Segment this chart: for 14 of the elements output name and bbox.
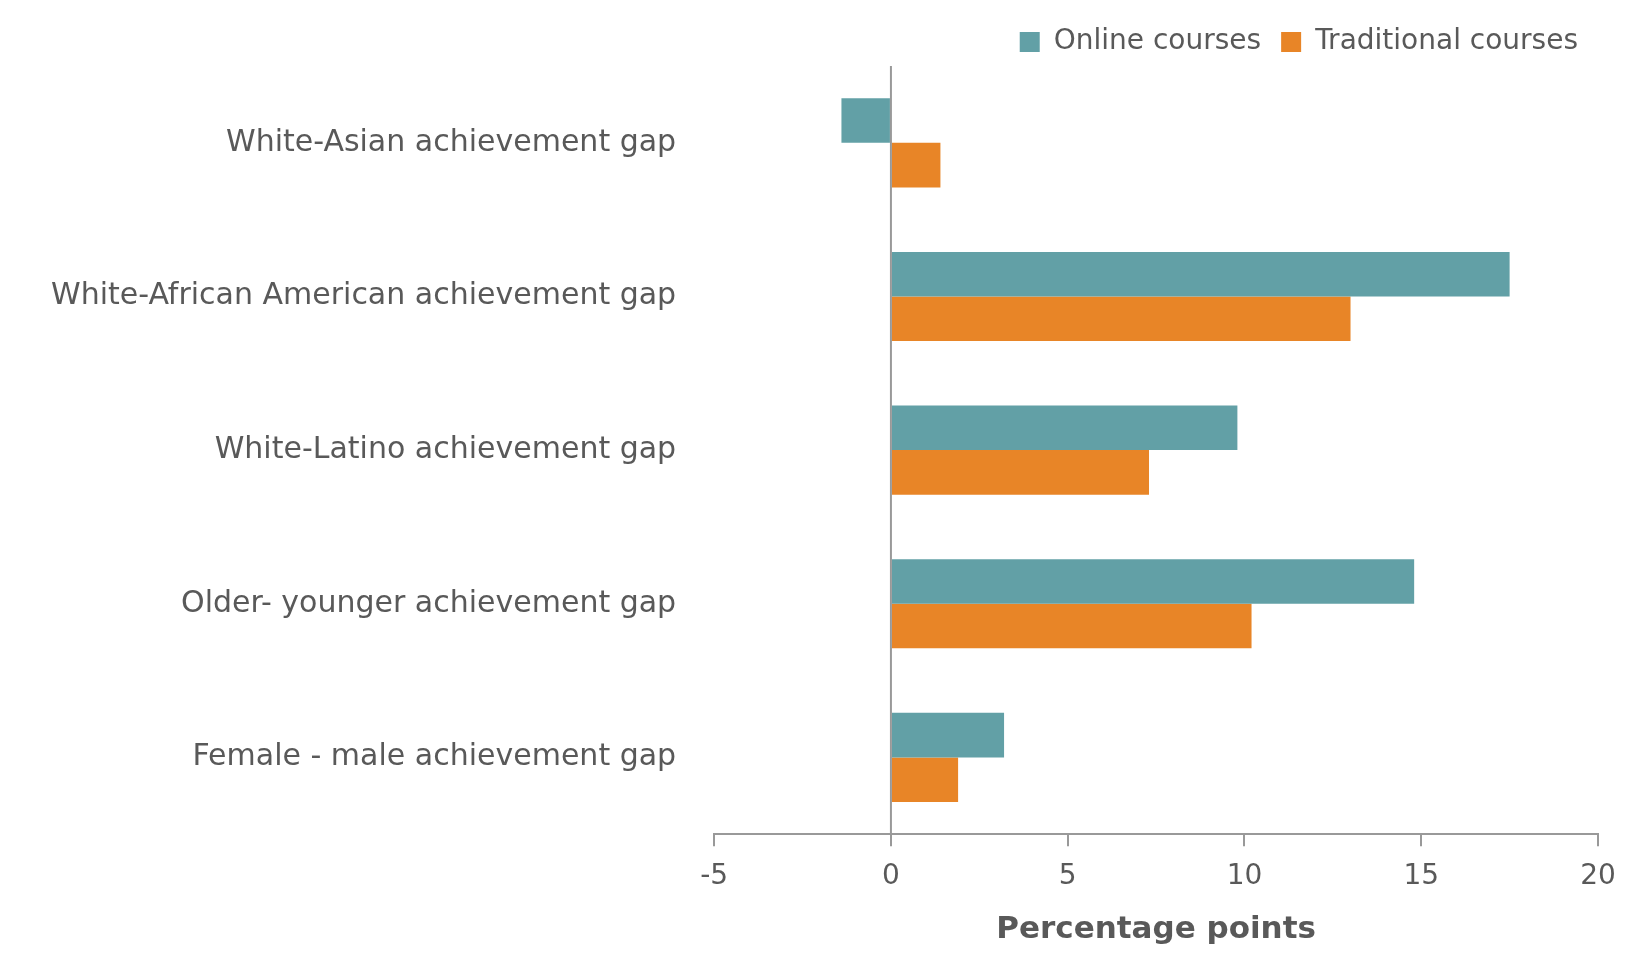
legend-label: Online courses xyxy=(1053,23,1262,57)
x-axis-title: Percentage points xyxy=(996,909,1316,946)
x-tick-label: 0 xyxy=(882,858,900,892)
y-tick-label: White-African American achievement gap xyxy=(50,276,677,312)
x-tick-label: 15 xyxy=(1403,858,1440,892)
y-tick-label: White-Asian achievement gap xyxy=(225,122,677,158)
y-tick-label: Female - male achievement gap xyxy=(192,737,677,773)
y-tick-label: Older- younger achievement gap xyxy=(181,583,677,619)
x-tick-label: 20 xyxy=(1580,858,1616,892)
x-tick-label: -5 xyxy=(700,858,729,892)
y-tick-label: White-Latino achievement gap xyxy=(214,429,677,465)
x-tick-label: 10 xyxy=(1226,858,1263,892)
legend-label: Traditional courses xyxy=(1314,23,1579,57)
x-tick-label: 5 xyxy=(1058,858,1077,892)
